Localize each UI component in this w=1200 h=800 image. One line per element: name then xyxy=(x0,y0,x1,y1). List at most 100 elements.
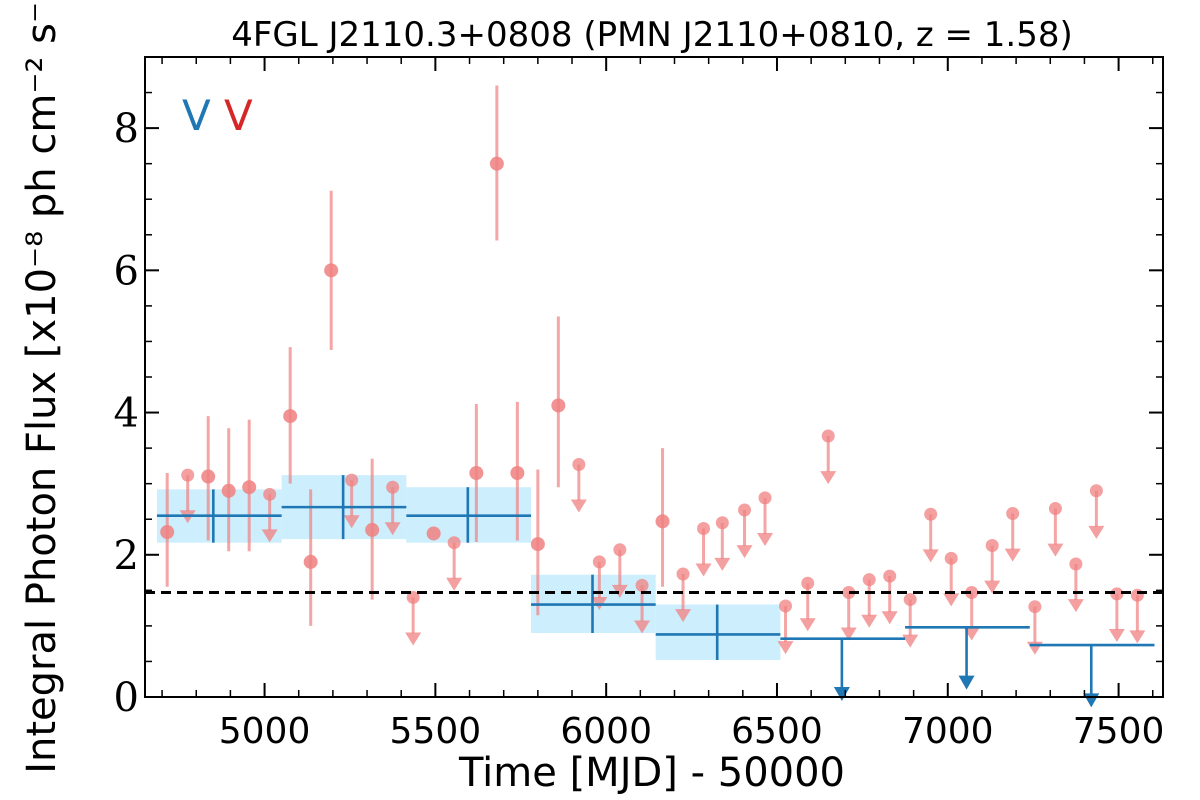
monthly-ul-arrow xyxy=(881,611,898,625)
y-axis-ticks: 0 2 4 6 8 xyxy=(114,91,1163,721)
monthly-point xyxy=(242,480,257,495)
monthly-ul-marker xyxy=(944,551,958,565)
monthly-point xyxy=(365,522,380,537)
monthly-ul-marker xyxy=(386,480,400,494)
plot-area: 5000 5500 6000 6500 7000 7500 0 2 4 6 8 xyxy=(114,56,1165,752)
x-tick-label: 5500 xyxy=(390,711,482,752)
monthly-ul-marker xyxy=(1028,600,1042,614)
monthly-point xyxy=(551,398,566,413)
monthly-point xyxy=(201,469,216,484)
monthly-ul-arrow xyxy=(757,532,774,546)
monthly-point xyxy=(655,514,670,529)
x-tick-label: 5000 xyxy=(219,711,311,752)
monthly-points xyxy=(160,85,670,626)
monthly-ul-marker xyxy=(635,578,649,592)
x-axis-label: Time [MJD] - 50000 xyxy=(458,750,845,796)
monthly-ul-arrow xyxy=(714,557,731,571)
monthly-ul-marker xyxy=(181,468,195,482)
monthly-ul-marker xyxy=(821,429,835,443)
monthly-ul-marker xyxy=(1006,507,1020,521)
monthly-ul-marker xyxy=(613,543,627,557)
monthly-ul-arrow xyxy=(984,580,1001,594)
monthly-ul-arrow xyxy=(695,563,712,577)
y-tick-label: 4 xyxy=(114,391,139,437)
monthly-ul-arrow xyxy=(261,529,278,543)
monthly-ul-arrow xyxy=(634,620,651,634)
monthly-ul-marker xyxy=(447,536,461,550)
x-tick-label: 6000 xyxy=(560,711,652,752)
monthly-ul-marker xyxy=(1069,557,1083,571)
monthly-ul-marker xyxy=(715,516,729,530)
legend-label-yearly: V xyxy=(182,91,211,140)
x-tick-label: 7500 xyxy=(1073,711,1165,752)
monthly-ul-arrow xyxy=(820,471,837,485)
monthly-point xyxy=(221,483,236,498)
monthly-ul-arrow xyxy=(1067,599,1084,613)
monthly-point xyxy=(303,554,318,569)
chart-title: 4FGL J2110.3+0808 (PMN J2110+0810, z = 1… xyxy=(231,15,1073,55)
monthly-ul-marker xyxy=(801,576,815,590)
monthly-point xyxy=(283,409,298,424)
monthly-ul-marker xyxy=(676,567,690,581)
x-tick-label: 7000 xyxy=(902,711,994,752)
y-axis-label: Integral Photon Flux [x10⁻⁸ ph cm⁻² s⁻¹] xyxy=(19,0,65,774)
x-tick-label: 6500 xyxy=(731,711,823,752)
y-tick-label: 8 xyxy=(114,106,139,152)
monthly-ul-marker xyxy=(758,491,772,505)
monthly-ul-marker xyxy=(883,569,897,583)
monthly-ul-marker xyxy=(592,555,606,569)
monthly-ul-arrow xyxy=(611,584,628,598)
monthly-ul-marker xyxy=(965,585,979,599)
monthly-ul-marker xyxy=(1089,484,1103,498)
monthly-ul-arrow xyxy=(943,593,960,607)
monthly-ul-marker xyxy=(985,539,999,553)
monthly-ul-marker xyxy=(263,487,277,501)
legend-label-monthly: V xyxy=(224,91,253,140)
monthly-ul-marker xyxy=(1130,588,1144,602)
monthly-ul-arrow xyxy=(570,499,587,513)
monthly-ul-marker xyxy=(345,473,359,487)
y-tick-label: 0 xyxy=(114,675,139,721)
monthly-ul-marker xyxy=(903,593,917,607)
monthly-point xyxy=(324,263,339,278)
monthly-point xyxy=(530,537,545,552)
monthly-ul-marker xyxy=(406,590,420,604)
monthly-ul-arrow xyxy=(1108,628,1125,642)
monthly-ul-marker xyxy=(738,503,752,517)
monthly-ul-marker xyxy=(1110,587,1124,601)
monthly-ul-arrow xyxy=(1047,543,1064,557)
monthly-ul-arrow xyxy=(1088,525,1105,539)
monthly-ul-arrow xyxy=(1129,630,1146,644)
monthly-point xyxy=(469,466,484,480)
monthly-ul-arrow xyxy=(840,627,857,641)
yearly-points xyxy=(156,475,781,661)
monthly-ul-arrow xyxy=(675,609,692,623)
monthly-ul-arrow xyxy=(1004,548,1021,562)
y-tick-label: 2 xyxy=(114,533,139,579)
yearly-upper-limits xyxy=(780,626,1155,708)
monthly-ul-arrow xyxy=(384,522,401,536)
monthly-ul-marker xyxy=(697,521,711,535)
legend: V V xyxy=(182,91,253,140)
monthly-ul-marker xyxy=(842,585,856,599)
monthly-point xyxy=(489,156,504,171)
monthly-ul-marker xyxy=(779,599,793,613)
y-tick-label: 6 xyxy=(114,248,139,294)
monthly-ul-arrow xyxy=(902,634,919,648)
monthly-ul-arrow xyxy=(861,614,878,628)
monthly-ul-arrow xyxy=(777,641,794,655)
monthly-ul-marker xyxy=(1048,502,1062,516)
monthly-point xyxy=(160,525,175,540)
monthly-ul-arrow xyxy=(343,515,360,529)
yearly-ul-arrow xyxy=(958,675,975,690)
monthly-ul-marker xyxy=(862,573,876,587)
monthly-ul-arrow xyxy=(446,577,463,591)
monthly-ul-arrow xyxy=(405,632,422,646)
monthly-ul-arrow xyxy=(922,549,939,563)
x-axis-ticks: 5000 5500 6000 6500 7000 7500 xyxy=(161,57,1165,752)
monthly-ul-marker xyxy=(924,507,938,521)
monthly-point xyxy=(426,526,441,541)
monthly-upper-limits xyxy=(179,429,1146,655)
